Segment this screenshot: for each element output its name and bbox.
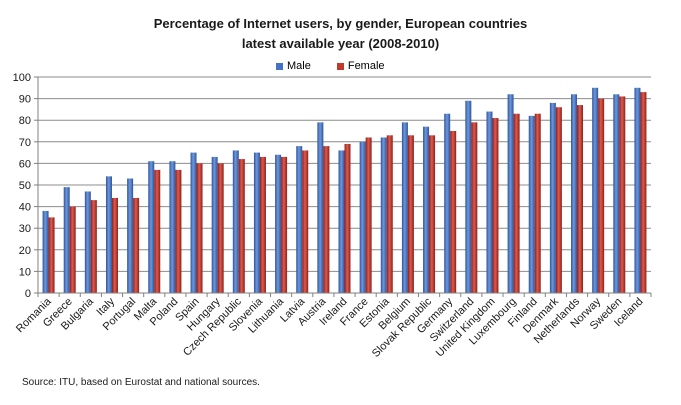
bar-female-slovenia xyxy=(259,156,266,293)
y-tick-label: 50 xyxy=(19,180,31,192)
bar-female-iceland xyxy=(640,92,647,294)
bar-male-united-kingdom xyxy=(486,111,493,293)
bar-female-hungary xyxy=(217,163,224,293)
y-axis: 0 10 20 30 40 50 60 70 80 90 100 xyxy=(13,72,39,300)
bar-female-denmark xyxy=(555,107,562,294)
bar-male-portugal xyxy=(127,178,134,293)
y-tick-label: 60 xyxy=(19,158,31,170)
bar-female-luxembourg xyxy=(513,113,520,293)
bar-female-spain xyxy=(196,163,203,293)
bar-female-switzerland xyxy=(471,122,478,293)
bar-male-switzerland xyxy=(465,100,472,293)
source-note: Source: ITU, based on Eurostat and natio… xyxy=(22,377,260,388)
bar-male-sweden xyxy=(613,94,620,293)
bar-female-lithuania xyxy=(281,156,288,293)
bar-female-czech-republic xyxy=(238,159,245,293)
chart-title-line1: Percentage of Internet users, by gender,… xyxy=(153,16,528,31)
bar-female-romania xyxy=(48,217,55,293)
bar-male-romania xyxy=(42,210,49,293)
chart-legend: Male Female xyxy=(276,60,407,72)
chart-title-line2: latest available year (2008-2010) xyxy=(241,36,440,51)
bar-male-slovenia xyxy=(253,152,260,293)
bar-female-latvia xyxy=(302,150,309,293)
bar-female-germany xyxy=(450,131,457,293)
bar-female-norway xyxy=(598,98,605,293)
y-tick-label: 20 xyxy=(19,245,31,257)
bar-male-czech-republic xyxy=(232,150,239,293)
y-tick-label: 30 xyxy=(19,223,31,235)
legend-swatch-female xyxy=(336,62,344,70)
y-tick-label: 80 xyxy=(19,115,31,127)
legend-label-male: Male xyxy=(287,60,311,72)
bar-female-belgium xyxy=(407,135,414,293)
bar-female-italy xyxy=(111,197,118,293)
legend-item-female: Female xyxy=(336,60,385,72)
y-tick-label: 90 xyxy=(19,94,31,106)
bar-male-austria xyxy=(317,122,324,293)
y-tick-label: 70 xyxy=(19,137,31,149)
bars xyxy=(42,87,647,294)
bar-male-italy xyxy=(105,176,112,293)
bar-male-greece xyxy=(63,187,70,293)
bar-male-finland xyxy=(528,115,535,293)
bar-female-ireland xyxy=(344,143,351,293)
y-tick-label: 10 xyxy=(19,266,31,278)
bar-female-portugal xyxy=(133,197,140,293)
bar-male-poland xyxy=(169,161,176,293)
y-tick-label: 100 xyxy=(13,72,31,84)
bar-female-france xyxy=(365,137,372,293)
legend-swatch-male xyxy=(276,62,283,70)
bar-male-latvia xyxy=(296,146,303,293)
bar-male-malta xyxy=(148,161,155,293)
legend-item-male: Male xyxy=(276,60,311,72)
bar-female-finland xyxy=(534,113,541,293)
bar-male-belgium xyxy=(401,122,408,293)
bar-female-united-kingdom xyxy=(492,118,499,293)
bar-male-estonia xyxy=(380,137,387,293)
bar-female-malta xyxy=(154,169,161,293)
bar-female-greece xyxy=(69,206,76,293)
y-tick-label: 40 xyxy=(19,202,31,214)
bar-male-bulgaria xyxy=(84,191,91,293)
bar-male-france xyxy=(359,141,366,293)
bar-male-ireland xyxy=(338,150,345,293)
bar-male-denmark xyxy=(549,102,556,293)
bar-female-poland xyxy=(175,169,182,293)
chart-title: Percentage of Internet users, by gender,… xyxy=(0,14,681,54)
x-axis: RomaniaGreeceBulgariaItalyPortugalMaltaP… xyxy=(14,292,652,360)
bar-male-hungary xyxy=(211,156,218,293)
bar-female-estonia xyxy=(386,135,393,293)
bar-male-germany xyxy=(444,113,451,293)
bar-male-norway xyxy=(592,87,599,293)
bar-male-slovak-republic xyxy=(423,126,430,294)
y-tick-label: 0 xyxy=(25,288,31,300)
bar-female-sweden xyxy=(619,96,626,293)
bar-female-slovak-republic xyxy=(429,135,436,293)
bar-male-netherlands xyxy=(571,94,578,293)
legend-label-female: Female xyxy=(347,60,385,72)
bar-male-luxembourg xyxy=(507,94,514,293)
bar-female-bulgaria xyxy=(90,200,97,293)
bar-male-iceland xyxy=(634,87,641,293)
bar-female-austria xyxy=(323,146,330,293)
bar-male-lithuania xyxy=(275,154,282,293)
bar-male-spain xyxy=(190,152,197,293)
bar-female-netherlands xyxy=(577,105,584,293)
